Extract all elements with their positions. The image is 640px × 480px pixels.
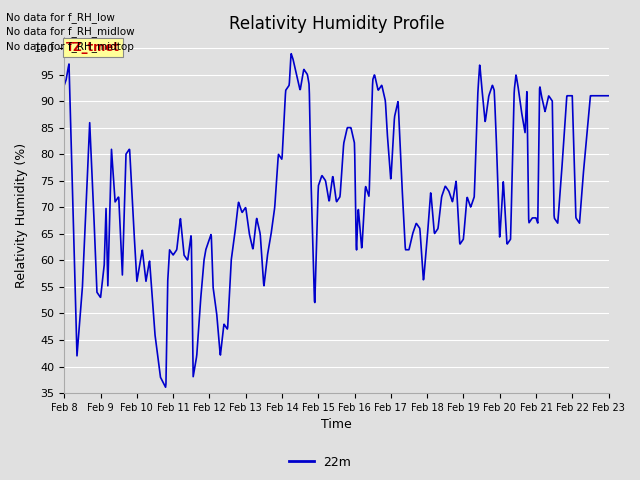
- Text: No data for f_RH_low: No data for f_RH_low: [6, 12, 115, 23]
- Y-axis label: Relativity Humidity (%): Relativity Humidity (%): [15, 143, 28, 288]
- Text: No data for f_RH_midtop: No data for f_RH_midtop: [6, 41, 134, 52]
- Text: TZ_tmet: TZ_tmet: [66, 41, 120, 54]
- Legend: 22m: 22m: [284, 451, 356, 474]
- X-axis label: Time: Time: [321, 419, 352, 432]
- Text: No data for f_RH_midlow: No data for f_RH_midlow: [6, 26, 135, 37]
- Title: Relativity Humidity Profile: Relativity Humidity Profile: [228, 15, 444, 33]
